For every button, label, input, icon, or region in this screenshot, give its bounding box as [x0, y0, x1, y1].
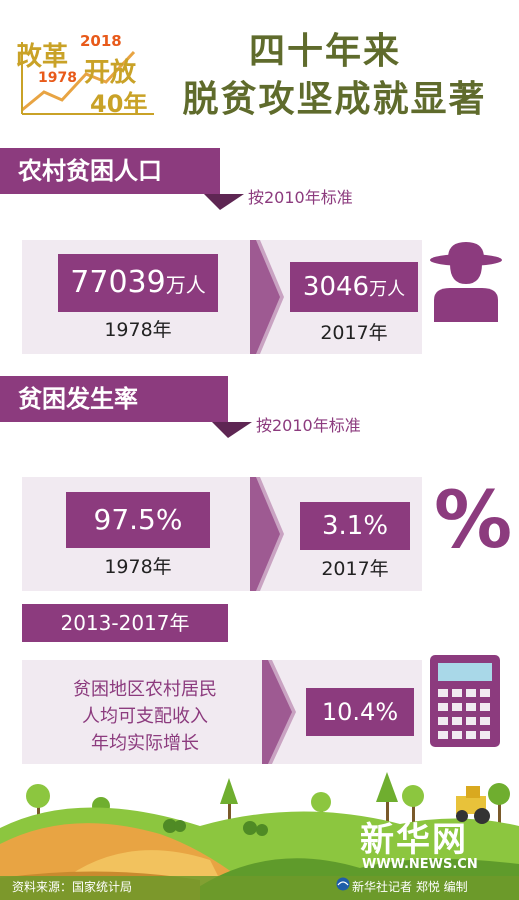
- section1-note: 按2010年标准: [248, 188, 353, 207]
- farmland-landscape-illustration: [0, 768, 519, 900]
- section2-note: 按2010年标准: [256, 416, 361, 435]
- logo-year-start: 1978: [38, 70, 77, 86]
- section1-title: 农村贫困人口: [18, 157, 162, 185]
- section2-banner: 贫困发生率: [0, 376, 212, 422]
- logo-year-end: 2018: [80, 32, 122, 50]
- author-credit: 新华社记者 郑悦 编制: [352, 880, 468, 894]
- tractor-icon: [456, 786, 490, 824]
- logo-reform-text: 改革: [16, 42, 69, 72]
- section1-from-unit: 万人: [165, 273, 206, 297]
- section2-to-value: 3.1%: [300, 502, 410, 550]
- section1-from-value: 77039万人: [58, 254, 218, 312]
- banner-fold-shape: [204, 148, 244, 210]
- section2-to-year: 2017年: [321, 558, 389, 580]
- section1-to-value: 3046万人: [290, 262, 418, 312]
- brand-url: WWW.NEWS.CN: [362, 857, 478, 872]
- banner-fold-shape: [212, 376, 252, 438]
- section1-to-number: 3046: [302, 272, 370, 302]
- logo-opening-text: 开放: [84, 58, 137, 88]
- tree-icon: [26, 772, 510, 828]
- percent-symbol: %: [434, 476, 513, 566]
- brand-logo-text: 新华网: [360, 820, 468, 860]
- arrow-chevron: [250, 477, 284, 591]
- section1-from-number: 77039: [70, 265, 166, 300]
- section3-value: 10.4%: [306, 688, 414, 736]
- page-title-line1: 四十年来: [248, 31, 401, 72]
- growth-arrow-icon: [21, 42, 154, 115]
- arrow-chevron: [262, 660, 296, 764]
- logo-anniversary: 40年: [90, 90, 148, 118]
- section1-from-year: 1978年: [104, 319, 172, 341]
- reform-opening-logo: 改革 2018 1978 开放 40年: [14, 22, 164, 118]
- period-label: 2013-2017年: [22, 604, 228, 642]
- section1-to-year: 2017年: [320, 322, 388, 344]
- arrow-chevron: [250, 240, 284, 354]
- section2-from-year: 1978年: [104, 556, 172, 578]
- desc-line: 贫困地区农村居民: [73, 679, 217, 700]
- calculator-icon: [430, 655, 500, 747]
- income-description: 贫困地区农村居民 人均可支配收入 年均实际增长: [40, 676, 250, 757]
- xinhua-globe-icon: [336, 877, 350, 891]
- section2-title: 贫困发生率: [18, 385, 138, 413]
- farmer-icon: [430, 242, 502, 322]
- section2-from-value: 97.5%: [66, 492, 210, 548]
- desc-line: 人均可支配收入: [82, 706, 208, 727]
- section1-banner: 农村贫困人口: [0, 148, 204, 194]
- page-title-line2: 脱贫攻坚成就显著: [182, 79, 487, 120]
- desc-line: 年均实际增长: [91, 733, 199, 754]
- data-source: 资料来源：国家统计局: [12, 880, 133, 894]
- section1-to-unit: 万人: [369, 279, 406, 300]
